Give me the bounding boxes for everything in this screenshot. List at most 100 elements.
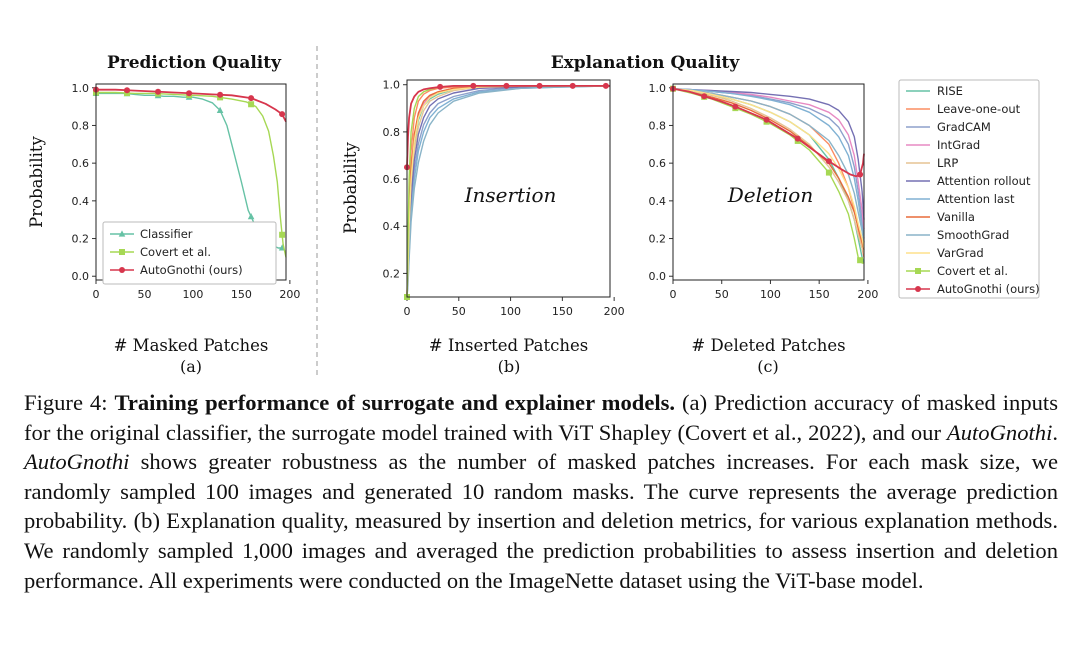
series-marker-classifier [216,106,224,113]
chart-a: 0 50 100 150 200 0.0 0.2 0.4 0.6 0.8 1.0 # Masked P… [27,82,300,376]
caption-text-3: shows greater robustness as the number o… [24,449,1058,593]
legend-swatch-marker [118,230,126,237]
series-marker-autognothi-ours [470,82,477,89]
series-marker-autognothi-ours [155,88,162,95]
x-tick-label: 200 [604,305,625,318]
series-marker-autognothi-ours [186,90,193,97]
legend-label-lrp: LRP [937,156,958,170]
legend-swatch-marker [915,268,921,274]
x-tick-label: 0 [670,288,677,301]
legend-label-covert-et-al: Covert et al. [937,264,1008,278]
legend-label-gradcam: GradCAM [937,120,991,134]
legend-label-attention-last: Attention last [937,192,1015,206]
y-tick-label: 0.6 [72,157,90,170]
legend-swatch-marker [915,286,921,292]
legend-label-attention-rollout: Attention rollout [937,174,1031,188]
y-tick-label: 0.4 [649,195,667,208]
legend-frame [898,79,1040,299]
series-marker-autognothi-ours [701,93,708,100]
y-tick-label: 0.8 [649,119,667,132]
caption-italic-1: AutoGnothi [946,419,1053,445]
series-marker-covert-et-al [279,231,286,238]
y-tick-label: 0.4 [383,220,401,233]
legend-label-vargrad: VarGrad [937,246,984,260]
caption-figure-label: Figure 4: [24,390,108,415]
y-axis-label: Probability [27,135,46,227]
series-marker-autognothi-ours [217,91,224,98]
caption-bold-title: Training performance of surrogate and ex… [114,390,676,415]
series-line-lrp [672,88,865,254]
caption-text-2: . [1052,419,1058,445]
legend-label: AutoGnothi (ours) [140,263,243,277]
explanation-quality-title: Explanation Quality [551,53,741,73]
legend-label-autognothi-ours: AutoGnothi (ours) [937,282,1040,296]
x-tick-label: 0 [93,288,100,301]
legend-swatch-marker [119,267,125,273]
y-tick-label: 0.8 [383,126,401,139]
x-tick-label: 150 [231,288,252,301]
y-tick-label: 1.0 [72,82,90,95]
x-tick-label: 100 [182,288,203,301]
caption-text-1: (a) Prediction accuracy of masked inputs… [24,390,1058,445]
figure-4: Prediction Quality Explanation Quality 0… [27,46,1040,378]
x-axis-label: # Inserted Patches [429,336,588,355]
x-tick-label: 150 [552,305,573,318]
x-tick-label: 200 [857,288,878,301]
x-tick-label: 200 [279,288,300,301]
series-marker-autognothi-ours [437,83,444,90]
series-line-covert-et-al [96,91,287,258]
legend-c: RISE Leave-one-out GradCAM IntGrad LRP Attent… [898,79,1040,299]
legend-label-leave-one-out: Leave-one-out [937,102,1021,116]
x-tick-label: 150 [809,288,830,301]
series-marker-covert-et-al [248,101,255,108]
series-marker-autognothi-ours [794,135,801,142]
legend-a: Classifier Covert et al. AutoGnothi (ours) [102,221,277,285]
plot-frame [406,79,611,298]
series-marker-covert-et-al [857,257,864,264]
series-marker-classifier [247,213,255,220]
series-line-vargrad [672,88,865,249]
subfigure-label: (a) [180,357,202,376]
series-marker-covert-et-al [825,169,832,176]
series-line-attention-last [672,88,865,243]
y-tick-label: 0.0 [649,270,667,283]
subfigure-label: (b) [498,357,521,376]
legend-label: Covert et al. [140,245,211,259]
series-marker-autognothi-ours [569,82,576,89]
legend-label-intgrad: IntGrad [937,138,980,152]
legend-swatch-marker [119,249,125,255]
legend-label-smoothgrad: SmoothGrad [937,228,1009,242]
y-tick-label: 0.6 [383,173,401,186]
prediction-quality-title: Prediction Quality [107,53,282,73]
x-tick-label: 50 [137,288,151,301]
series-line-autognothi-ours [96,88,287,123]
series-marker-autognothi-ours [732,103,739,110]
inner-label: Deletion [727,183,813,207]
plot-frame [672,83,865,281]
series-marker-autognothi-ours [602,82,609,89]
series-marker-autognothi-ours [857,171,864,178]
inner-label: Insertion [464,183,557,207]
x-tick-label: 50 [452,305,466,318]
series-line-autognothi-ours [406,85,610,168]
chart-c: 0 50 100 150 200 0.0 0.2 0.4 0.6 0.8 1.0 Deletion # … [649,79,1040,376]
y-tick-label: 0.4 [72,195,90,208]
series-marker-autognothi-ours [763,116,770,123]
series-marker-autognothi-ours [124,87,131,94]
subfigure-label: (c) [757,357,778,376]
series-line-smoothgrad [672,88,865,243]
figure-caption: Figure 4: Training performance of surrog… [24,388,1058,595]
x-tick-label: 50 [715,288,729,301]
series-marker-autognothi-ours [503,82,510,89]
x-axis-label: # Deleted Patches [691,336,845,355]
y-tick-label: 0.8 [72,119,90,132]
y-tick-label: 1.0 [383,79,401,92]
series-line-attention-rollout [672,88,865,220]
y-tick-label: 0.2 [72,233,90,246]
x-tick-label: 0 [404,305,411,318]
y-tick-label: 0.2 [649,233,667,246]
series-line-smoothgrad [406,85,611,298]
legend-label-rise: RISE [937,84,963,98]
series-marker-autognothi-ours [825,158,832,165]
caption-italic-2: AutoGnothi [24,449,130,475]
